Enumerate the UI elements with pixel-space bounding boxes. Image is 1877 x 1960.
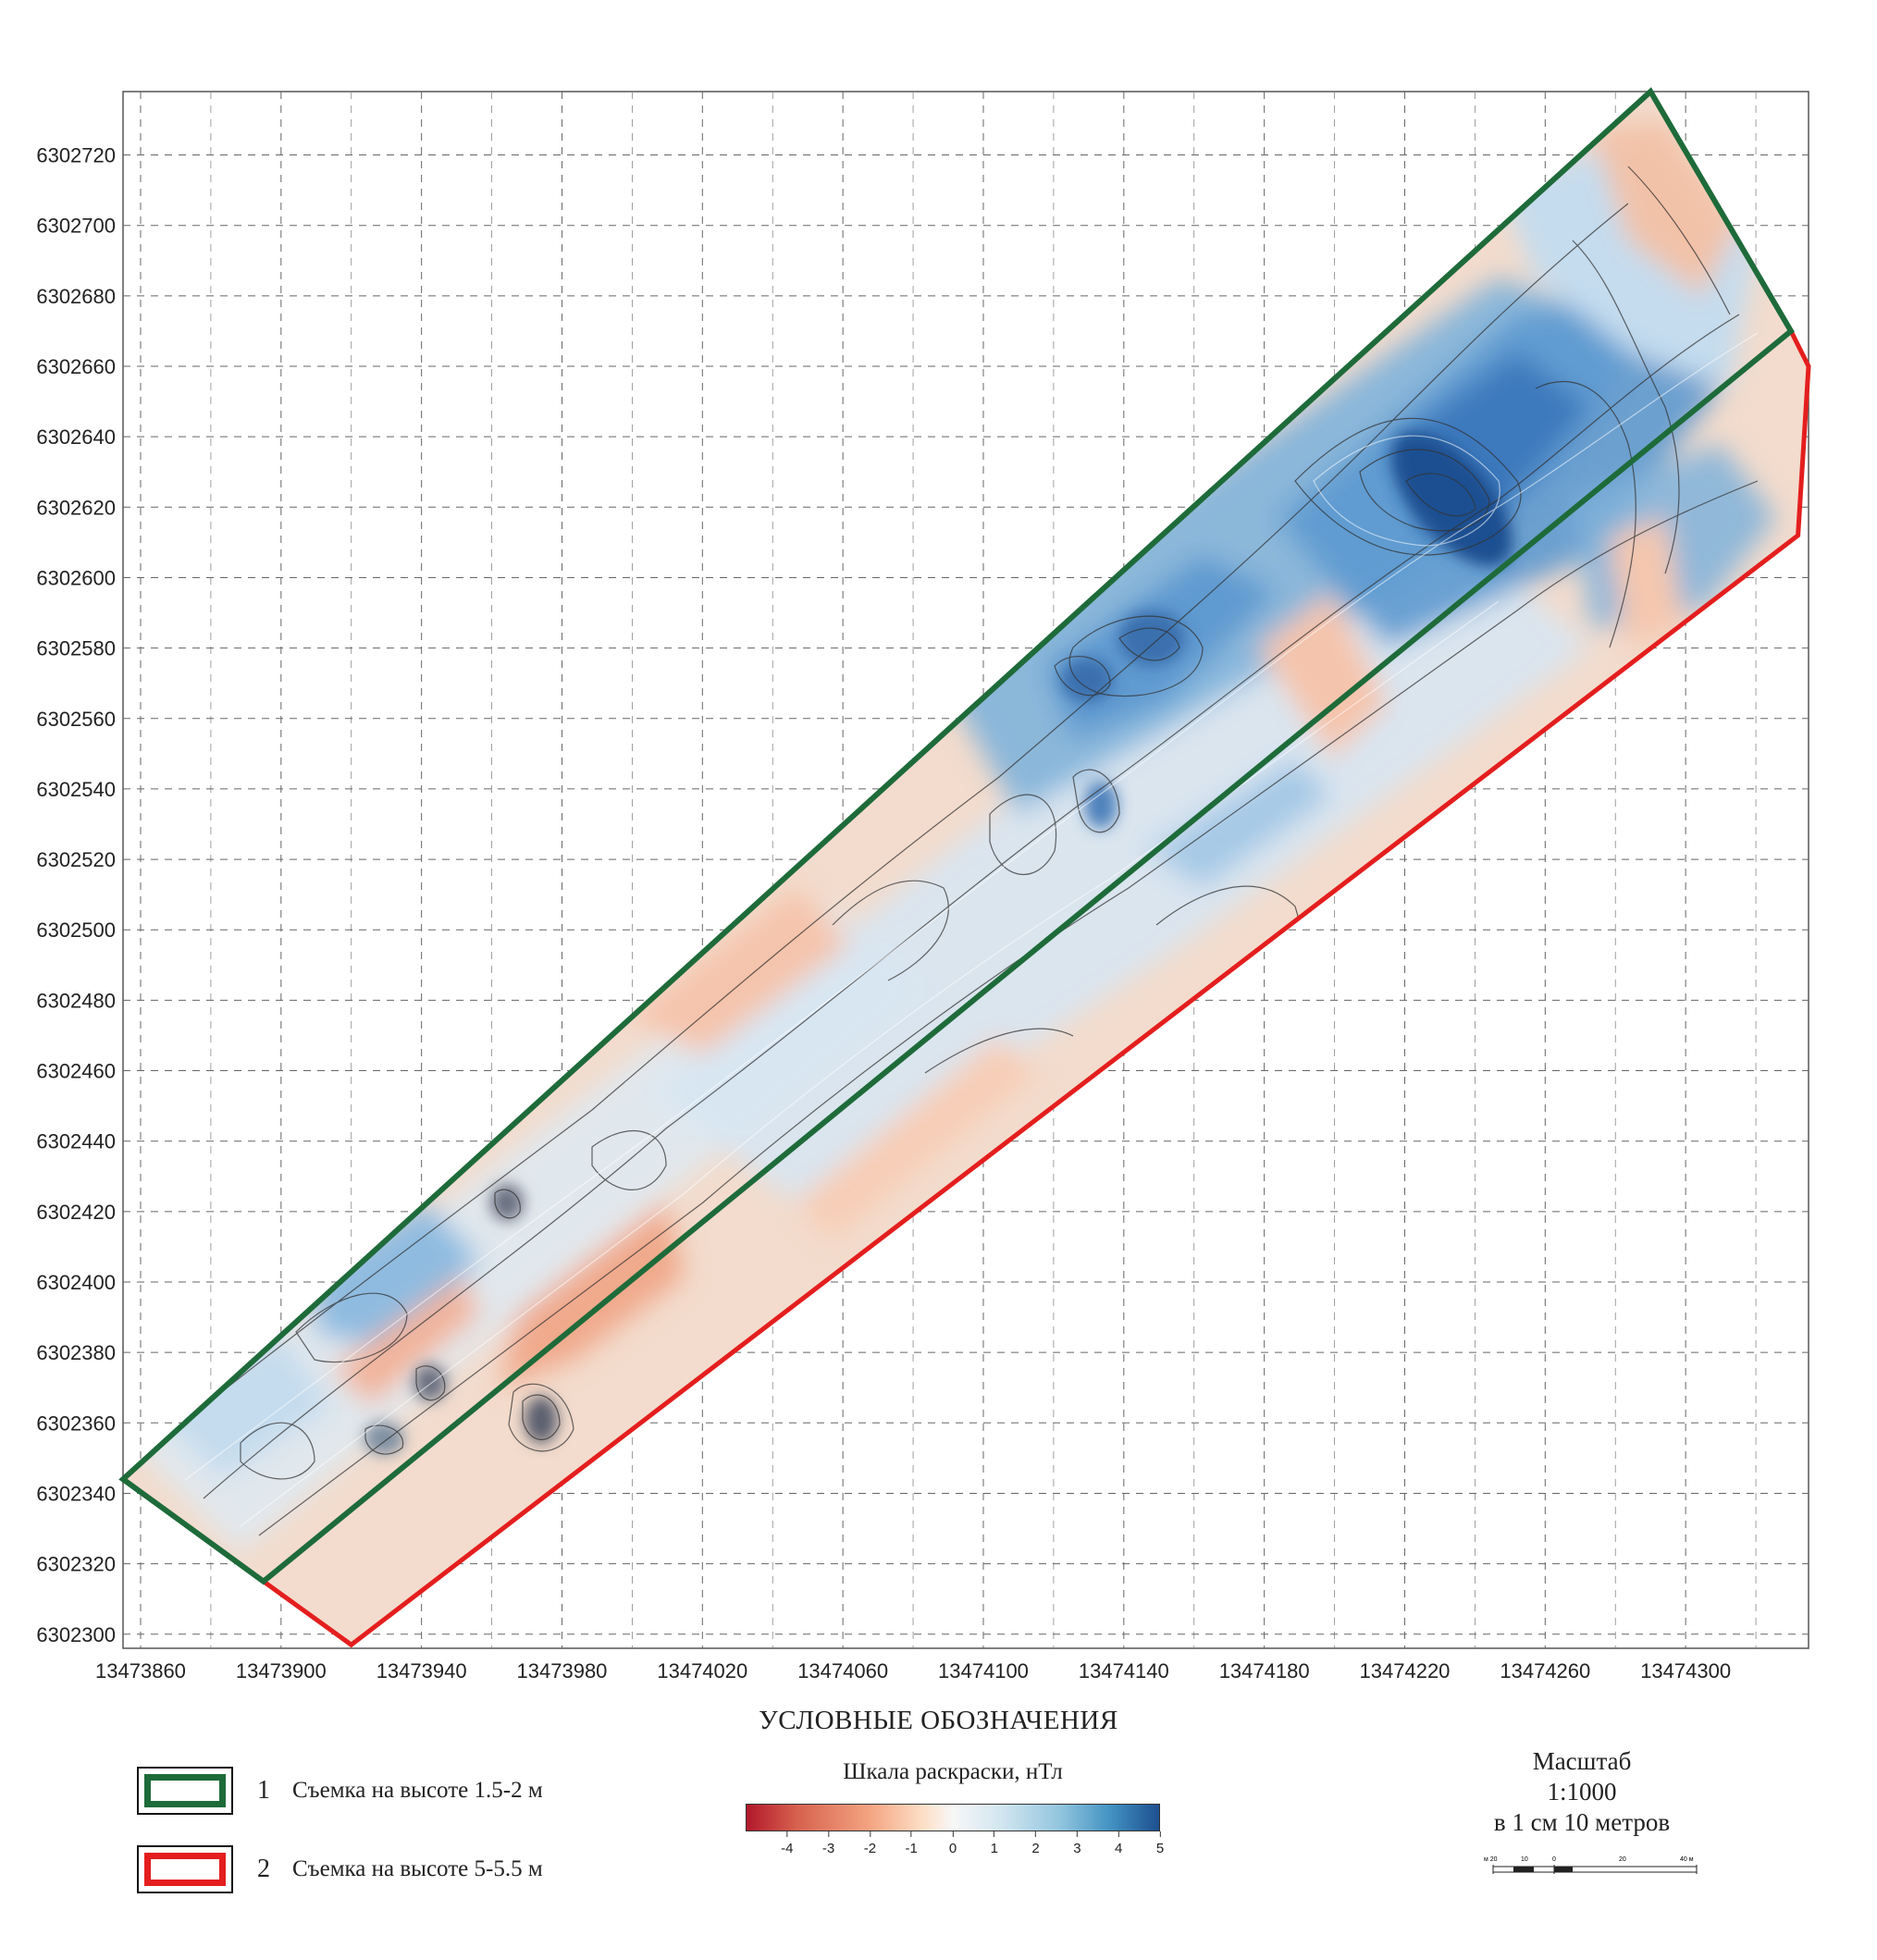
scale-note: в 1 см 10 метров: [1493, 1808, 1671, 1836]
scale-ratio: 1:1000: [1547, 1778, 1617, 1806]
y-axis-labels: 6302720 6302700 6302680 6302660 6302640 63026…: [36, 144, 116, 1646]
y-tick-label: 6302500: [36, 918, 116, 942]
colorbar-tick: 3: [1073, 1831, 1081, 1856]
scalebar-tick: 20: [1619, 1856, 1626, 1863]
y-tick-label: 6302700: [36, 215, 116, 238]
legend-number: 2: [257, 1855, 270, 1883]
colorbar-tick: -1: [906, 1831, 918, 1856]
red-line-sample: [144, 1853, 226, 1886]
y-tick-label: 6302640: [36, 425, 116, 449]
x-tick-label: 13474100: [938, 1659, 1029, 1683]
y-tick-label: 6302300: [36, 1623, 116, 1646]
scale-block: Масштаб 1:1000 в 1 см 10 метров: [1443, 1746, 1721, 1838]
y-tick-label: 6302600: [36, 566, 116, 589]
colorbar-ticks: -4 -3 -2 -1 0 1 2 3 4 5: [746, 1831, 1164, 1868]
x-axis-labels: 13473860 13473900 13473940 13473980 13474020…: [95, 1659, 1731, 1683]
y-tick-label: 6302620: [36, 496, 116, 519]
x-tick-label: 13474060: [797, 1659, 888, 1683]
scalebar-tick: м 20: [1484, 1856, 1498, 1863]
x-tick-label: 13473860: [95, 1659, 186, 1683]
y-tick-label: 6302380: [36, 1341, 116, 1364]
x-tick-label: 13474180: [1219, 1659, 1310, 1683]
x-tick-label: 13474020: [657, 1659, 747, 1683]
y-tick-label: 6302460: [36, 1060, 116, 1083]
x-tick-label: 13474300: [1640, 1659, 1731, 1683]
y-tick-label: 6302420: [36, 1201, 116, 1224]
scale-bar: м 20 10 0 20 40 м: [1484, 1856, 1698, 1874]
y-tick-label: 6302520: [36, 848, 116, 871]
legend-title: УСЛОВНЫЕ ОБОЗНАЧЕНИЯ: [759, 1706, 1118, 1735]
colorbar-tick: 5: [1156, 1831, 1164, 1856]
legend-label: Съемка на высоте 5-5.5 м: [292, 1856, 543, 1881]
legend-item-red: 2 Съемка на высоте 5-5.5 м: [137, 1843, 543, 1895]
green-line-sample: [144, 1774, 226, 1807]
y-tick-label: 6302560: [36, 708, 116, 731]
y-tick-label: 6302400: [36, 1271, 116, 1294]
colorbar-tick: 2: [1031, 1831, 1039, 1856]
colorbar-title: Шкала раскраски, нТл: [843, 1759, 1063, 1784]
colorbar-tick: 4: [1115, 1831, 1122, 1856]
x-tick-label: 13474220: [1360, 1659, 1451, 1683]
y-tick-label: 6302320: [36, 1553, 116, 1576]
y-tick-label: 6302540: [36, 778, 116, 801]
survey-outline-1-5m: [118, 87, 1795, 1585]
scalebar-tick: 40 м: [1680, 1856, 1694, 1863]
x-tick-label: 13474260: [1500, 1659, 1590, 1683]
legend-swatch-red: [137, 1845, 233, 1893]
colorbar-tick: 0: [949, 1831, 957, 1856]
y-tick-label: 6302720: [36, 144, 116, 167]
x-tick-label: 13473900: [236, 1659, 327, 1683]
legend-number: 1: [257, 1776, 270, 1805]
legend-item-green: 1 Съемка на высоте 1.5-2 м: [137, 1765, 543, 1817]
scalebar-tick: 0: [1552, 1856, 1556, 1863]
scale-label: Масштаб: [1532, 1747, 1632, 1775]
colorbar-tick: -4: [781, 1831, 793, 1856]
x-tick-label: 13474140: [1079, 1659, 1169, 1683]
y-tick-label: 6302360: [36, 1411, 116, 1435]
y-tick-label: 6302680: [36, 285, 116, 308]
y-tick-label: 6302480: [36, 989, 116, 1012]
y-tick-label: 6302440: [36, 1130, 116, 1153]
legend-label: Съемка на высоте 1.5-2 м: [292, 1778, 543, 1803]
x-tick-label: 13473940: [377, 1659, 467, 1683]
y-tick-label: 6302660: [36, 355, 116, 378]
y-tick-label: 6302580: [36, 637, 116, 660]
color-scale-bar: [746, 1804, 1160, 1831]
legend-swatch-green: [137, 1767, 233, 1815]
x-tick-label: 13473980: [517, 1659, 608, 1683]
y-tick-label: 6302340: [36, 1482, 116, 1505]
scalebar-tick: 10: [1521, 1856, 1528, 1863]
colorbar-tick: -2: [864, 1831, 876, 1856]
colorbar-tick: 1: [991, 1831, 998, 1856]
colorbar-tick: -3: [822, 1831, 834, 1856]
